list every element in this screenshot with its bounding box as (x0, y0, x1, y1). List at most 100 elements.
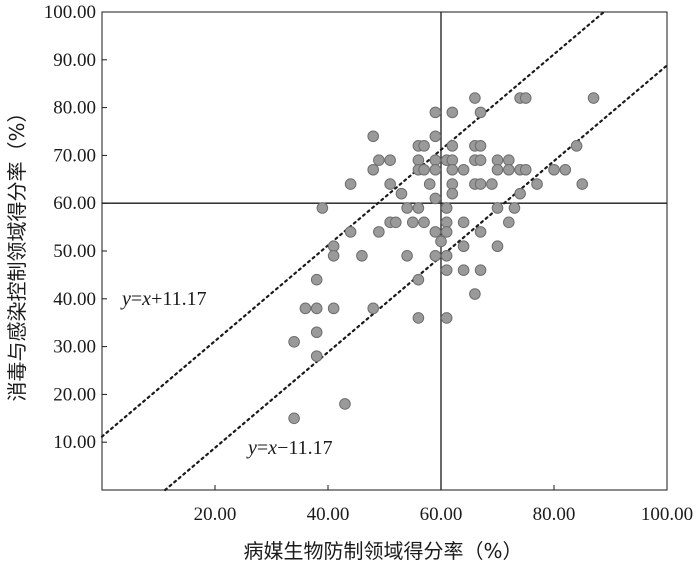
scatter-point (418, 163, 430, 176)
scatter-point (503, 154, 515, 166)
scatter-point (474, 226, 487, 238)
scatter-point (316, 202, 329, 214)
x-tick-label: 20.00 (194, 504, 237, 525)
scatter-point (491, 154, 504, 166)
scatter-point (373, 226, 385, 238)
y-tick-label: 40.00 (53, 289, 96, 310)
scatter-point (474, 106, 487, 119)
scatter-point (469, 92, 481, 104)
scatter-point (384, 178, 396, 190)
x-axis-label: 病媒生物防制领域得分率（%） (243, 539, 522, 563)
scatter-point (457, 163, 470, 176)
scatter-point (519, 92, 532, 104)
scatter-point (299, 302, 312, 315)
scatter-point (446, 106, 459, 119)
scatter-point (412, 202, 425, 214)
y-tick-label: 20.00 (53, 384, 96, 405)
scatter-point (446, 187, 459, 200)
scatter-point (446, 178, 459, 190)
lower-line-annotation: y=x−11.17 (246, 437, 333, 459)
scatter-point (406, 216, 419, 229)
scatter-point (508, 202, 521, 214)
scatter-point (344, 178, 357, 190)
scatter-point (344, 226, 357, 238)
x-tick-label: 40.00 (307, 504, 350, 525)
scatter-point (446, 140, 459, 152)
y-tick-label: 80.00 (53, 98, 96, 119)
scatter-point (356, 249, 368, 262)
scatter-point (429, 106, 442, 119)
scatter-point (423, 178, 436, 190)
scatter-point (474, 264, 487, 276)
scatter-point (457, 240, 470, 253)
scatter-point (446, 154, 459, 166)
scatter-point (440, 226, 453, 238)
scatter-point (429, 130, 442, 143)
scatter-point (401, 202, 413, 214)
scatter-point (514, 187, 526, 200)
scatter-point (429, 249, 442, 262)
scatter-point (440, 312, 453, 324)
scatter-point (446, 163, 459, 176)
scatter-point (474, 154, 487, 166)
scatter-point (367, 130, 380, 143)
lower-diagonal-line (164, 64, 669, 492)
y-tick-label: 50.00 (53, 241, 96, 262)
scatter-point (401, 249, 413, 262)
scatter-point (440, 202, 453, 214)
scatter-point (418, 140, 430, 152)
plot-frame (101, 11, 668, 491)
scatter-point (412, 312, 425, 324)
scatter-point (367, 302, 380, 315)
upper-diagonal-line (100, 10, 605, 438)
scatter-point (288, 336, 300, 348)
scatter-point (491, 202, 504, 214)
scatter-point (491, 240, 504, 253)
tick-labels: 20.00 40.00 60.00 80.00 100.00 10.00 20.00 30.0… (44, 2, 693, 525)
scatter-point (474, 140, 487, 152)
scatter-point (373, 154, 385, 166)
y-tick-label: 90.00 (53, 50, 96, 71)
scatter-point (310, 326, 323, 339)
scatter-point (429, 192, 442, 205)
scatter-point (531, 178, 543, 190)
scatter-point (412, 154, 425, 166)
scatter-point (559, 163, 572, 176)
scatter-point (491, 163, 504, 176)
axes (101, 11, 668, 491)
scatter-point (310, 350, 323, 362)
upper-line-annotation: y=x+11.17 (120, 288, 207, 310)
scatter-point (429, 154, 442, 166)
reference-lines (100, 10, 669, 492)
scatter-point (429, 226, 442, 238)
scatter-point (327, 249, 340, 262)
scatter-point (440, 216, 453, 229)
scatter-point (440, 249, 453, 262)
scatter-point (288, 412, 300, 425)
scatter-point (327, 240, 340, 253)
scatter-point (418, 216, 430, 229)
y-tick-label: 10.00 (53, 432, 96, 453)
y-tick-label: 70.00 (53, 145, 96, 166)
scatter-point (435, 235, 447, 248)
scatter-point (310, 273, 323, 286)
scatter-point (429, 163, 442, 176)
scatter-point (548, 163, 560, 176)
scatter-point (457, 216, 470, 229)
scatter-point (327, 302, 340, 315)
scatter-point (503, 216, 515, 229)
scatter-point (440, 264, 453, 276)
scatter-point (457, 264, 470, 276)
y-tick-label: 100.00 (44, 2, 96, 23)
scatter-point (367, 163, 380, 176)
scatter-point (570, 140, 583, 152)
x-tick-label: 80.00 (533, 504, 576, 525)
scatter-point (576, 178, 589, 190)
scatter-point (587, 92, 600, 104)
x-tick-label: 100.00 (641, 504, 693, 525)
scatter-point (519, 163, 532, 176)
scatter-point (384, 154, 396, 166)
scatter-point (486, 178, 498, 190)
scatter-point (474, 178, 487, 190)
